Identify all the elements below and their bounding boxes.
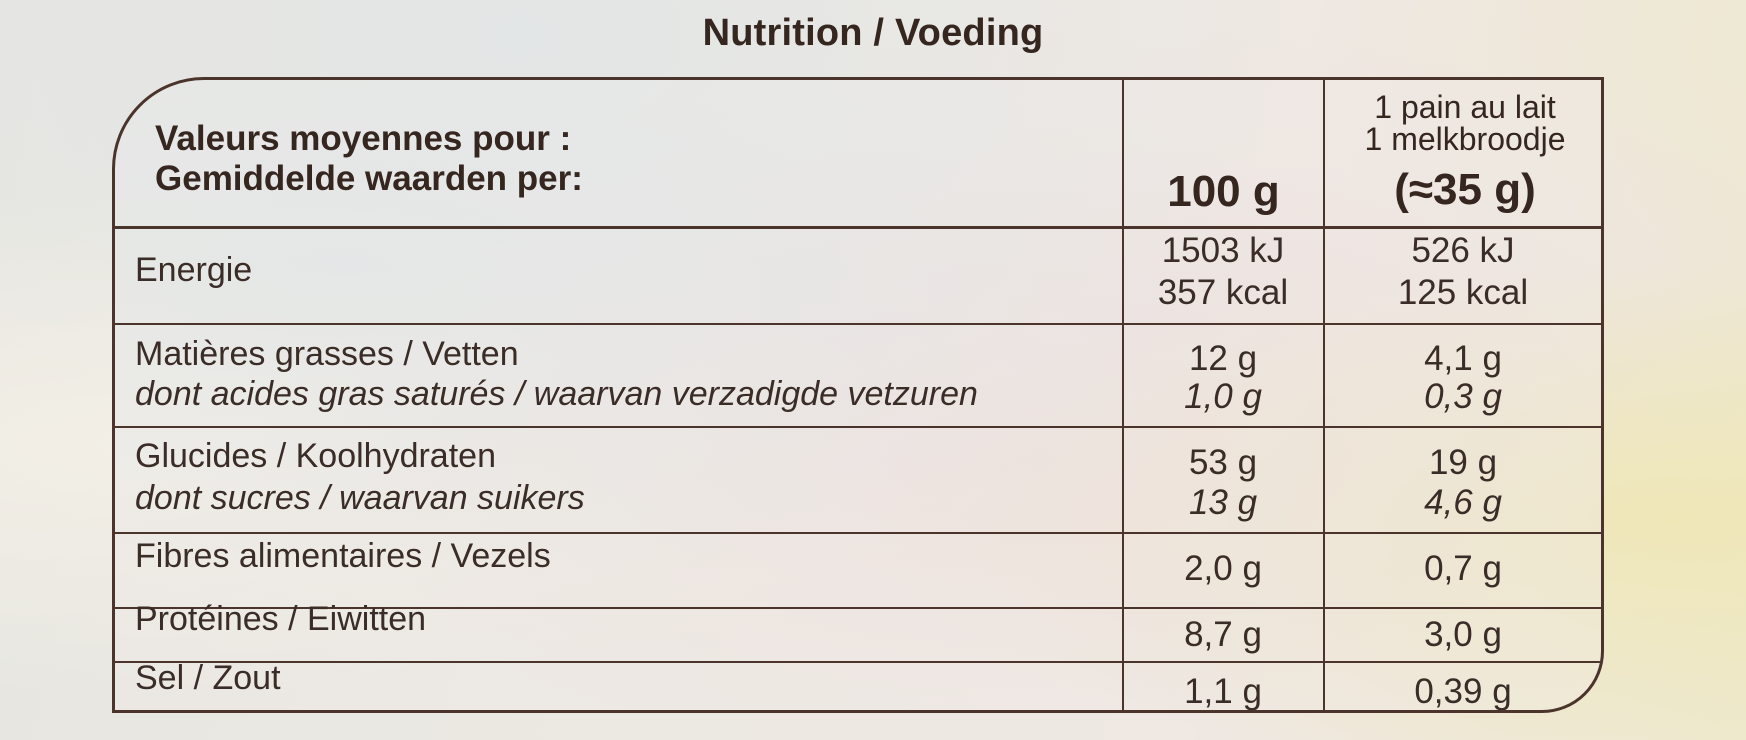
row-divider-3	[115, 532, 1601, 534]
row-label-fibre: Fibres alimentaires / Vezels	[135, 537, 551, 575]
header-per-unit-fr: 1 pain au lait	[1374, 89, 1556, 125]
header-per-100g: 100 g	[1167, 167, 1280, 216]
saturated-100g: 1,0 g	[1184, 377, 1262, 416]
row-divider-4	[115, 607, 1601, 609]
energy-kj-unit: 526 kJ	[1411, 231, 1515, 270]
energy-kcal-100g: 357 kcal	[1157, 273, 1289, 312]
protein-unit: 3,0 g	[1424, 615, 1502, 654]
sugars-unit: 4,6 g	[1424, 483, 1502, 522]
row-label-carbs: Glucides / Koolhydraten	[135, 437, 496, 475]
row-label-salt: Sel / Zout	[135, 659, 281, 697]
fat-100g: 12 g	[1188, 339, 1258, 378]
row-divider-5	[115, 661, 1601, 663]
row-divider-header	[115, 226, 1601, 229]
saturated-unit: 0,3 g	[1424, 377, 1502, 416]
row-sublabel-sugars: dont sucres / waarvan suikers	[135, 479, 585, 517]
fat-unit: 4,1 g	[1424, 339, 1502, 378]
header-per-unit-nl: 1 melkbroodje	[1364, 121, 1566, 157]
salt-unit: 0,39 g	[1414, 672, 1512, 711]
fibre-100g: 2,0 g	[1184, 549, 1262, 588]
nutrition-table: Valeurs moyennes pour : Gemiddelde waard…	[112, 77, 1604, 713]
row-divider-1	[115, 323, 1601, 325]
protein-100g: 8,7 g	[1184, 615, 1262, 654]
salt-100g: 1,1 g	[1184, 672, 1262, 711]
header-label-fr: Valeurs moyennes pour :	[155, 119, 572, 158]
row-label-energy: Energie	[135, 251, 253, 289]
sugars-100g: 13 g	[1188, 483, 1258, 522]
header-label-nl: Gemiddelde waarden per:	[155, 159, 583, 198]
nutrition-title: Nutrition / Voeding	[702, 12, 1044, 54]
fibre-unit: 0,7 g	[1424, 549, 1502, 588]
column-divider-1	[1122, 80, 1124, 710]
row-label-fat: Matières grasses / Vetten	[135, 335, 519, 373]
carbs-unit: 19 g	[1428, 443, 1498, 482]
row-divider-2	[115, 426, 1601, 428]
energy-kj-100g: 1503 kJ	[1161, 231, 1285, 270]
row-sublabel-saturated: dont acides gras saturés / waarvan verza…	[135, 375, 978, 413]
row-label-protein: Protéines / Eiwitten	[135, 600, 427, 638]
carbs-100g: 53 g	[1188, 443, 1258, 482]
header-per-unit-weight: (≈35 g)	[1394, 165, 1536, 214]
energy-kcal-unit: 125 kcal	[1397, 273, 1529, 312]
column-divider-2	[1323, 80, 1325, 710]
